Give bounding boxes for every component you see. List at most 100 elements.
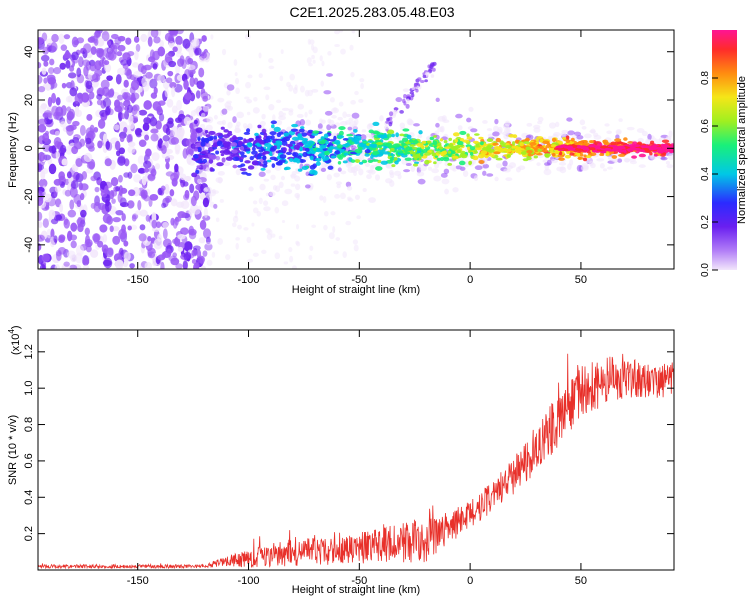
spectrogram-cell <box>336 183 341 189</box>
spectrogram-cell <box>289 255 294 263</box>
spectrogram-cell <box>386 133 392 138</box>
snr-xtick-label: -50 <box>351 575 367 587</box>
spectrogram-cell <box>239 151 245 156</box>
spectrogram-cell <box>123 79 129 88</box>
spectrogram-cell <box>270 134 275 141</box>
spectrogram-cell <box>38 118 47 126</box>
spectrogram-cell <box>150 128 159 134</box>
spectrogram-cell <box>149 78 158 89</box>
spectrogram-cell <box>162 228 168 240</box>
spectrogram-cell <box>200 141 206 147</box>
spectrogram-cell <box>60 44 68 51</box>
spectrogram-cell <box>263 86 271 91</box>
spectrogram-cell <box>66 115 72 125</box>
spectrogram-cell <box>473 144 482 148</box>
spectrogram-cell <box>161 202 167 209</box>
spectrogram-cell <box>380 160 389 165</box>
spectrogram-cell <box>633 144 641 148</box>
spectrogram-cell <box>279 75 284 82</box>
spectrogram-cell <box>112 235 121 245</box>
spectrogram-cell <box>618 118 623 122</box>
spectrogram-cell <box>304 184 311 189</box>
spectrogram-cell <box>495 163 503 169</box>
spectrogram-cell <box>333 250 339 255</box>
spectrogram-cell <box>460 153 468 159</box>
spectrogram-cell <box>546 142 551 146</box>
spectrogram-cell <box>427 140 432 144</box>
spectrogram-cell <box>293 144 301 150</box>
spectrogram-cell <box>351 112 360 119</box>
spectrogram-cell <box>548 122 557 129</box>
spectrogram-cell <box>315 161 321 166</box>
spectrogram-cell <box>125 37 132 45</box>
spectrogram-cell <box>576 164 583 172</box>
spectrogram-cell <box>164 52 173 64</box>
spectrogram-cell <box>448 137 453 142</box>
spectrogram-cell <box>261 148 266 152</box>
spectrogram-cell <box>232 136 238 141</box>
spectrogram-cell <box>350 71 355 78</box>
spectrogram-cell <box>495 157 503 161</box>
spectrogram-cell <box>337 160 342 165</box>
spectrogram-cell <box>297 103 305 110</box>
spectrogram-cell <box>458 160 466 166</box>
spectrogram-cell <box>143 160 152 169</box>
spectrogram-cell <box>322 156 330 161</box>
spectrogram-cell <box>84 227 90 236</box>
spectrogram-cell <box>214 133 219 137</box>
spectrogram-cell <box>338 126 346 131</box>
spectrogram-cell <box>482 170 487 176</box>
spectrogram-cell <box>211 251 216 258</box>
spectrogram-cell <box>105 140 111 150</box>
spectrogram-cell <box>566 117 573 122</box>
spectrogram-cell <box>225 150 230 154</box>
spectrogram-cell <box>157 74 165 83</box>
spectrogram-cell <box>293 157 298 163</box>
spectrogram-cell <box>304 147 310 152</box>
spectrogram-cell <box>541 149 548 153</box>
spectrogram-cell <box>50 218 59 225</box>
spectrogram-cell <box>526 122 533 127</box>
spectrogram-cell <box>195 142 202 147</box>
spectrogram-cell <box>433 163 440 169</box>
spectrogram-cell <box>290 183 296 187</box>
spectrogram-cell <box>454 138 459 143</box>
spectrogram-cell <box>78 94 84 104</box>
spectrogram-cell <box>638 149 645 152</box>
spectrogram-cell <box>610 158 618 162</box>
spectrogram-cell <box>85 234 91 246</box>
spectrogram-cell <box>588 152 597 157</box>
spectrogram-cell <box>617 158 623 163</box>
spectrogram-cell <box>486 173 494 177</box>
spectrogram-cell <box>70 179 79 189</box>
spectrogram-cell <box>147 236 152 242</box>
spectrogram-cell <box>345 143 350 147</box>
spectrogram-cell <box>38 61 42 69</box>
spectrogram-cell <box>76 67 82 78</box>
spectrogram-cell <box>263 178 270 182</box>
spectrogram-cell <box>358 154 365 161</box>
spectrogram-cell <box>120 187 128 194</box>
spectrogram-cell <box>338 101 344 107</box>
spectrogram-cell <box>107 247 114 256</box>
spectrogram-cell <box>335 237 341 242</box>
spectrogram-cell <box>285 151 293 155</box>
spectrogram-cell <box>280 49 284 54</box>
spectrogram-cell <box>127 189 136 197</box>
spectrogram-cell <box>152 63 158 70</box>
spectrogram-cell <box>304 111 308 118</box>
spectrogram-cell <box>184 92 192 100</box>
spectrogram-cell <box>281 220 286 224</box>
spectrogram-cell <box>263 160 268 166</box>
spectrogram-cell <box>256 144 262 147</box>
spectrogram-cell <box>172 46 178 53</box>
spectrogram-cell <box>182 260 188 269</box>
spectrogram-cell <box>398 150 404 154</box>
spectrogram-cell <box>42 218 49 228</box>
spectrogram-cell <box>599 163 605 169</box>
spectrogram-cell <box>175 44 182 54</box>
spectrogram-cell <box>133 70 142 78</box>
spectrogram-cell <box>93 127 99 133</box>
spectrogram-cell <box>41 67 47 75</box>
spectrogram-cell <box>429 64 434 70</box>
